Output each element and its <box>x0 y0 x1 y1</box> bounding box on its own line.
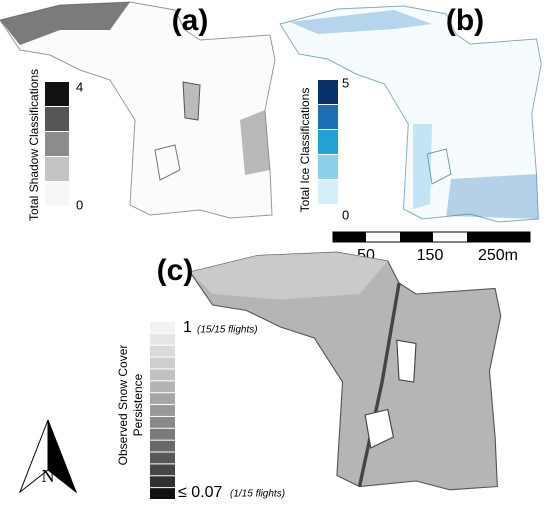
scale-label: 150 <box>417 247 444 264</box>
legend-swatch <box>45 132 69 156</box>
map-c <box>189 251 502 491</box>
legend-swatch <box>318 105 338 129</box>
legend-min: ≤ 0.07 <box>178 484 222 501</box>
legend-swatch <box>150 393 175 405</box>
legend-swatch <box>318 180 338 204</box>
legend-swatch <box>150 488 175 499</box>
legend-swatch <box>45 182 69 206</box>
north-arrow <box>18 419 78 494</box>
legend-swatch <box>150 428 175 440</box>
legend-swatch <box>150 322 175 333</box>
scale-label: 250m <box>478 247 518 264</box>
legend-swatch <box>150 405 175 416</box>
panel-label: (a) <box>172 4 209 37</box>
map-a <box>0 1 276 219</box>
legend-title: Persistence <box>131 373 145 436</box>
legend-min: 0 <box>342 207 349 222</box>
panel-label: (b) <box>446 4 484 37</box>
map-b <box>279 5 542 223</box>
legend-swatch <box>150 381 175 393</box>
legend-max: 4 <box>76 79 83 94</box>
legend-swatch <box>150 464 175 476</box>
panel-label: (c) <box>157 254 194 287</box>
legend-title: Total Ice Classifications <box>298 88 312 213</box>
legend-min: 0 <box>76 197 83 212</box>
legend-swatch <box>150 333 175 345</box>
legend-swatch <box>150 416 175 428</box>
legend-max: 1 <box>183 319 192 336</box>
scale-bar <box>332 231 531 243</box>
legend-max: 5 <box>342 75 349 90</box>
legend-swatch <box>150 369 175 381</box>
legend-swatch <box>150 452 175 464</box>
legend-title: Observed Snow Cover <box>116 345 130 466</box>
legend-swatch <box>45 157 69 181</box>
legend-swatch <box>45 82 69 106</box>
legend-title: Total Shadow Classifications <box>27 69 41 221</box>
legend-note: (15/15 flights) <box>197 325 258 336</box>
legend-swatch <box>150 357 175 369</box>
north-label: N <box>42 466 55 486</box>
legend-swatch <box>150 440 175 452</box>
legend-swatch <box>318 80 338 104</box>
legend-note: (1/15 flights) <box>230 489 285 500</box>
legend-swatch <box>150 476 175 488</box>
legend-swatch <box>318 130 338 154</box>
legend-swatch <box>318 155 338 179</box>
legend-swatch <box>45 107 69 131</box>
legend-swatch <box>150 345 175 357</box>
